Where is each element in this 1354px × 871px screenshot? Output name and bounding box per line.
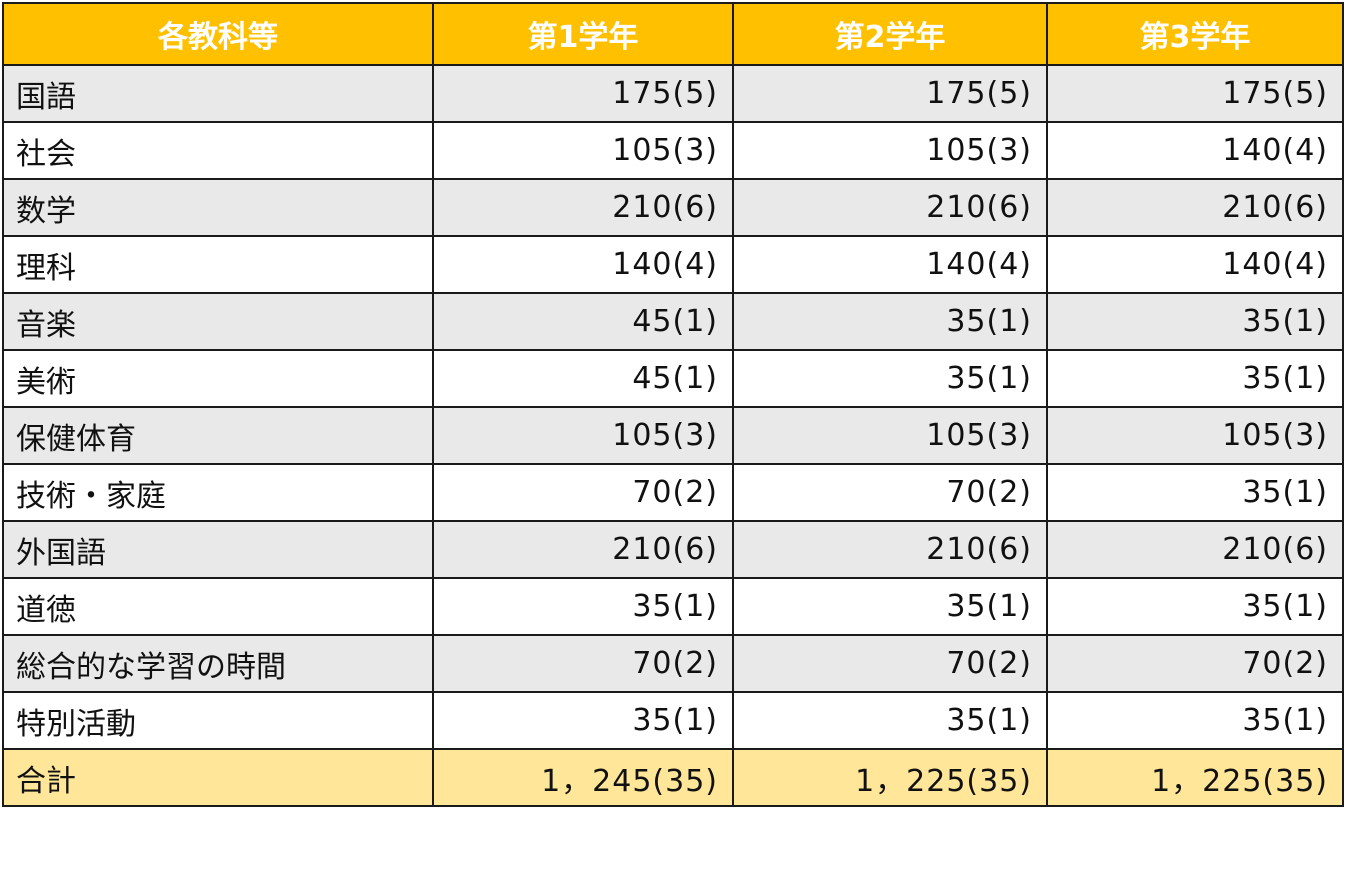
table-row: 技術・家庭 70(2) 70(2) 35(1) <box>2 463 1344 522</box>
grade-1-cell: 140(4) <box>432 235 734 294</box>
grade-2-cell: 105(3) <box>732 406 1048 465</box>
header-grade-3: 第3学年 <box>1046 2 1344 66</box>
grade-3-cell: 35(1) <box>1046 292 1344 351</box>
subject-cell: 美術 <box>2 349 434 408</box>
grade-2-cell: 105(3) <box>732 121 1048 180</box>
grade-3-cell: 105(3) <box>1046 406 1344 465</box>
grade-2-cell: 35(1) <box>732 691 1048 750</box>
grade-2-cell: 35(1) <box>732 577 1048 636</box>
table-row: 総合的な学習の時間 70(2) 70(2) 70(2) <box>2 634 1344 693</box>
table-row: 特別活動 35(1) 35(1) 35(1) <box>2 691 1344 750</box>
grade-1-cell: 70(2) <box>432 634 734 693</box>
grade-2-cell: 70(2) <box>732 634 1048 693</box>
subject-cell: 音楽 <box>2 292 434 351</box>
subject-cell: 理科 <box>2 235 434 294</box>
subject-cell: 特別活動 <box>2 691 434 750</box>
total-grade-1-cell: 1，245(35) <box>432 748 734 807</box>
total-grade-2-cell: 1，225(35) <box>732 748 1048 807</box>
header-subject: 各教科等 <box>2 2 434 66</box>
subject-cell: 保健体育 <box>2 406 434 465</box>
grade-1-cell: 70(2) <box>432 463 734 522</box>
grade-1-cell: 105(3) <box>432 121 734 180</box>
header-grade-1: 第1学年 <box>432 2 734 66</box>
grade-3-cell: 35(1) <box>1046 463 1344 522</box>
grade-3-cell: 70(2) <box>1046 634 1344 693</box>
header-grade-2: 第2学年 <box>732 2 1048 66</box>
grade-3-cell: 35(1) <box>1046 349 1344 408</box>
grade-2-cell: 175(5) <box>732 64 1048 123</box>
table-row: 音楽 45(1) 35(1) 35(1) <box>2 292 1344 351</box>
grade-1-cell: 105(3) <box>432 406 734 465</box>
grade-2-cell: 210(6) <box>732 178 1048 237</box>
grade-3-cell: 140(4) <box>1046 121 1344 180</box>
grade-3-cell: 210(6) <box>1046 178 1344 237</box>
grade-1-cell: 210(6) <box>432 520 734 579</box>
grade-1-cell: 175(5) <box>432 64 734 123</box>
table-row: 数学 210(6) 210(6) 210(6) <box>2 178 1344 237</box>
grade-2-cell: 70(2) <box>732 463 1048 522</box>
table-row: 保健体育 105(3) 105(3) 105(3) <box>2 406 1344 465</box>
table-row: 美術 45(1) 35(1) 35(1) <box>2 349 1344 408</box>
grade-2-cell: 35(1) <box>732 292 1048 351</box>
grade-3-cell: 175(5) <box>1046 64 1344 123</box>
subject-cell: 社会 <box>2 121 434 180</box>
total-grade-3-cell: 1，225(35) <box>1046 748 1344 807</box>
grade-3-cell: 210(6) <box>1046 520 1344 579</box>
subject-cell: 総合的な学習の時間 <box>2 634 434 693</box>
header-row: 各教科等 第1学年 第2学年 第3学年 <box>2 2 1344 66</box>
table-row: 社会 105(3) 105(3) 140(4) <box>2 121 1344 180</box>
grade-2-cell: 35(1) <box>732 349 1048 408</box>
grade-1-cell: 35(1) <box>432 691 734 750</box>
grade-1-cell: 45(1) <box>432 292 734 351</box>
subject-cell: 技術・家庭 <box>2 463 434 522</box>
hours-table-container: 各教科等 第1学年 第2学年 第3学年 国語 175(5) 175(5) 175… <box>2 2 1344 807</box>
grade-1-cell: 210(6) <box>432 178 734 237</box>
subject-cell: 外国語 <box>2 520 434 579</box>
grade-2-cell: 210(6) <box>732 520 1048 579</box>
grade-1-cell: 45(1) <box>432 349 734 408</box>
grade-1-cell: 35(1) <box>432 577 734 636</box>
grade-3-cell: 140(4) <box>1046 235 1344 294</box>
grade-3-cell: 35(1) <box>1046 577 1344 636</box>
grade-3-cell: 35(1) <box>1046 691 1344 750</box>
total-label-cell: 合計 <box>2 748 434 807</box>
grade-2-cell: 140(4) <box>732 235 1048 294</box>
subject-cell: 国語 <box>2 64 434 123</box>
table-row: 理科 140(4) 140(4) 140(4) <box>2 235 1344 294</box>
table-row: 道徳 35(1) 35(1) 35(1) <box>2 577 1344 636</box>
table-row: 国語 175(5) 175(5) 175(5) <box>2 64 1344 123</box>
total-row: 合計 1，245(35) 1，225(35) 1，225(35) <box>2 748 1344 807</box>
subject-cell: 道徳 <box>2 577 434 636</box>
class-hours-table: 各教科等 第1学年 第2学年 第3学年 国語 175(5) 175(5) 175… <box>2 2 1344 807</box>
subject-cell: 数学 <box>2 178 434 237</box>
table-row: 外国語 210(6) 210(6) 210(6) <box>2 520 1344 579</box>
